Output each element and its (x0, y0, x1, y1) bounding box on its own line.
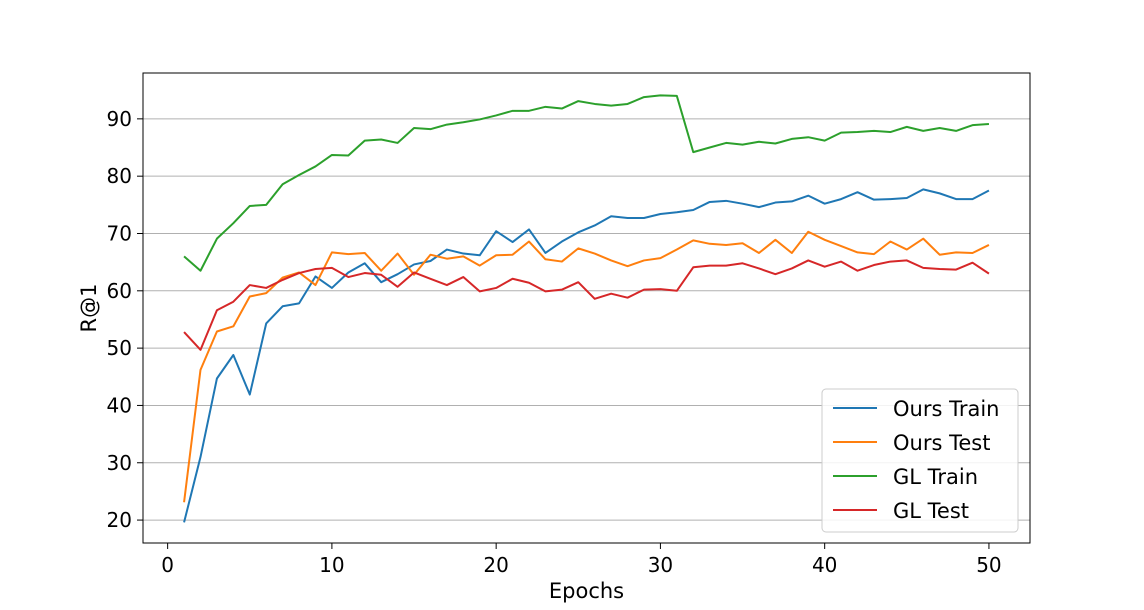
x-tick-label: 10 (319, 553, 344, 577)
legend-items: Ours Train Ours Test GL Train GL Test (833, 397, 999, 523)
y-axis-label: R@1 (77, 284, 101, 333)
legend-label: Ours Test (893, 431, 990, 455)
y-tick-label: 80 (107, 164, 132, 188)
x-tick-label: 20 (483, 553, 508, 577)
y-tick-label: 60 (107, 279, 132, 303)
y-axis-ticks: 20 30 40 50 60 70 80 90 (107, 107, 143, 532)
series-line (183, 230, 990, 503)
x-tick-label: 30 (648, 553, 673, 577)
y-tick-label: 30 (107, 451, 132, 475)
legend-box (821, 388, 1019, 533)
x-tick-label: 0 (161, 553, 174, 577)
series-line (183, 259, 990, 351)
legend: Ours Train Ours Test GL Train GL Test (821, 388, 1019, 533)
x-tick-label: 50 (976, 553, 1001, 577)
y-tick-label: 90 (107, 107, 132, 131)
legend-label: GL Train (893, 465, 978, 489)
x-tick-label: 40 (812, 553, 837, 577)
y-tick-label: 70 (107, 221, 132, 245)
y-tick-label: 50 (107, 336, 132, 360)
x-axis-label: Epochs (549, 579, 624, 603)
legend-label: Ours Train (893, 397, 999, 421)
series-lines (183, 94, 990, 523)
y-tick-label: 40 (107, 393, 132, 417)
y-tick-label: 20 (107, 508, 132, 532)
x-axis-ticks: 0 10 20 30 40 50 (161, 543, 1002, 577)
legend-label: GL Test (893, 499, 969, 523)
plot-area-frame (142, 72, 1031, 544)
series-line (183, 94, 990, 272)
